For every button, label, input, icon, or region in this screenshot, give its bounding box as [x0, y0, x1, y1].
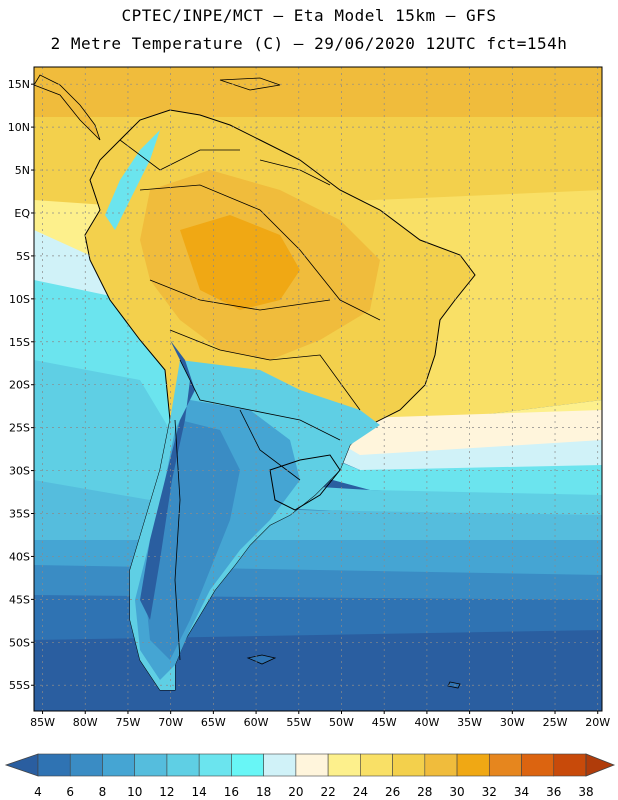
longitude-label: 40W [414, 716, 439, 729]
colorbar-segment [456, 753, 490, 777]
latitude-label: 45S [9, 593, 30, 606]
colorbar-label: 26 [385, 785, 400, 799]
colorbar-label: 18 [256, 785, 271, 799]
colorbar-label: 14 [192, 785, 207, 799]
latitude-label: EQ [14, 207, 30, 220]
longitude-label: 85W [30, 716, 55, 729]
colorbar-segment [488, 753, 522, 777]
latitude-label: 40S [9, 550, 30, 563]
latitude-label: 30S [9, 465, 30, 478]
longitude-label: 20W [585, 716, 610, 729]
longitude-labels: 85W 80W 75W 70W 65W 60W 55W 50W 45W 40W 35W 30W 25W 2… [30, 711, 610, 729]
latitude-label: 5S [16, 250, 30, 263]
colorbar-segment [69, 753, 103, 777]
latitude-label: 10S [9, 293, 30, 306]
colorbar-label: 8 [99, 785, 107, 799]
latitude-label: 5N [15, 164, 30, 177]
latitude-label: 15N [8, 78, 30, 91]
longitude-label: 50W [329, 716, 354, 729]
colorbar-segment [553, 753, 587, 777]
colorbar-label: 34 [514, 785, 529, 799]
graticule [34, 67, 602, 711]
colorbar-label: 22 [320, 785, 335, 799]
colorbar-segment [424, 753, 458, 777]
title-line-2: 2 Metre Temperature (C) – 29/06/2020 12U… [50, 34, 568, 53]
longitude-label: 25W [543, 716, 568, 729]
latitude-label: 50S [9, 636, 30, 649]
colorbar-segment [102, 753, 136, 777]
colorbar-label: 12 [159, 785, 174, 799]
colorbar-label: 4 [34, 785, 42, 799]
colorbar-segment [263, 753, 297, 777]
colorbar-segment [360, 753, 393, 777]
colorbar-label: 16 [224, 785, 239, 799]
colorbar-label: 30 [449, 785, 464, 799]
longitude-label: 75W [116, 716, 141, 729]
colorbar-segment [134, 753, 168, 777]
latitude-label: 10N [8, 121, 30, 134]
latitude-label: 55S [9, 679, 30, 692]
latitude-label: 15S [9, 336, 30, 349]
colorbar-arrow-low [4, 753, 39, 777]
title-line-1: CPTEC/INPE/MCT – Eta Model 15km – GFS [121, 6, 497, 25]
longitude-label: 80W [73, 716, 98, 729]
longitude-label: 55W [286, 716, 311, 729]
colorbar-arrow-high [585, 753, 616, 777]
colorbar-segment [166, 753, 200, 777]
colorbar-label: 6 [66, 785, 74, 799]
longitude-label: 45W [372, 716, 397, 729]
colorbar-label: 10 [127, 785, 142, 799]
colorbar-label: 20 [288, 785, 303, 799]
latitude-label: 20S [9, 379, 30, 392]
longitude-label: 30W [500, 716, 525, 729]
longitude-label: 35W [457, 716, 482, 729]
longitude-label: 65W [201, 716, 226, 729]
colorbar-segment [521, 753, 555, 777]
colorbar-segment [327, 753, 361, 777]
colorbar-label: 28 [417, 785, 432, 799]
map-frame [33, 66, 603, 712]
map-plot-area [33, 67, 602, 711]
longitude-label: 60W [244, 716, 269, 729]
colorbar-segment [295, 753, 329, 777]
colorbar-segment [198, 753, 232, 777]
colorbar-segment [392, 753, 426, 777]
latitude-label: 25S [9, 422, 30, 435]
latitude-label: 35S [9, 508, 30, 521]
latitude-labels: 15N 10N 5N EQ 5S 10S 15S 20S 25S 30S 35S 40S 45S 50S 5… [8, 78, 34, 692]
colorbar-label: 24 [353, 785, 368, 799]
colorbar-label: 36 [546, 785, 561, 799]
colorbar-legend: 4 6 8 10 12 14 16 18 20 22 24 26 28 30 32 34 36 38 [4, 753, 616, 799]
longitude-label: 70W [158, 716, 183, 729]
colorbar-segment [37, 753, 71, 777]
colorbar-label: 32 [482, 785, 497, 799]
colorbar-label: 38 [578, 785, 593, 799]
colorbar-segment [231, 753, 264, 777]
